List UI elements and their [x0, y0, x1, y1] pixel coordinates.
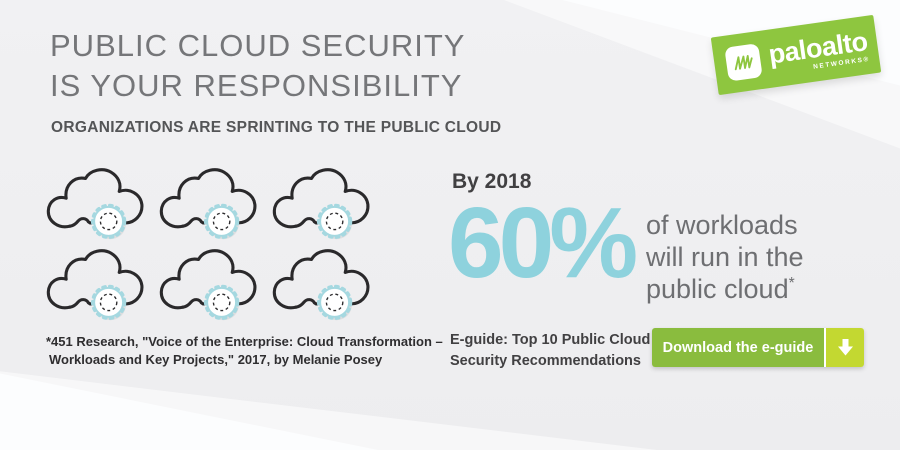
cloud-with-gear-icon: [159, 249, 257, 321]
cloud-with-gear-icon: [46, 249, 144, 321]
stat-description-line2: will run in the: [646, 242, 804, 272]
eguide-label: E-guide: Top 10 Public Cloud Security Re…: [450, 330, 650, 372]
cloud-with-gear-icon: [272, 249, 370, 321]
cloud-grid: [44, 166, 383, 328]
stat-description: of workloads will run in the public clou…: [646, 209, 804, 305]
eguide-label-line1: E-guide: Top 10 Public Cloud: [450, 332, 651, 348]
download-eguide-button[interactable]: Download the e-guide: [652, 328, 864, 367]
page-title: PUBLIC CLOUD SECURITY IS YOUR RESPONSIBI…: [50, 26, 465, 106]
eguide-label-line2: Security Recommendations: [450, 353, 641, 369]
gear-icon: [203, 203, 240, 240]
download-eguide-button-label: Download the e-guide: [652, 328, 826, 367]
source-footnote: *451 Research, "Voice of the Enterprise:…: [46, 333, 443, 369]
source-footnote-line1: *451 Research, "Voice of the Enterprise:…: [46, 334, 443, 349]
paloalto-networks-logo: paloalto NETWORKS®: [710, 14, 882, 96]
paloalto-logomark-icon: [724, 43, 763, 82]
stat-lead-text: By 2018: [452, 170, 532, 193]
gear-icon: [90, 284, 127, 321]
gear-icon: [316, 284, 353, 321]
gear-icon: [203, 284, 240, 321]
cloud-with-gear-icon: [159, 168, 257, 240]
stat-value: 60%: [448, 187, 638, 299]
download-arrow-icon: [826, 328, 864, 367]
logo-text: paloalto NETWORKS®: [767, 26, 871, 77]
cloud-with-gear-icon: [46, 168, 144, 240]
cloud-with-gear-icon: [272, 168, 370, 240]
source-footnote-line2: Workloads and Key Projects," 2017, by Me…: [49, 352, 383, 367]
page-title-line2: IS YOUR RESPONSIBILITY: [50, 68, 463, 103]
page-title-line1: PUBLIC CLOUD SECURITY: [50, 28, 466, 63]
footnote-asterisk: *: [788, 275, 795, 292]
gear-icon: [90, 203, 127, 240]
stat-description-line1: of workloads: [646, 210, 798, 240]
gear-icon: [316, 203, 353, 240]
stat-description-line3: public cloud*: [646, 274, 795, 304]
page-subtitle: ORGANIZATIONS ARE SPRINTING TO THE PUBLI…: [51, 119, 502, 136]
